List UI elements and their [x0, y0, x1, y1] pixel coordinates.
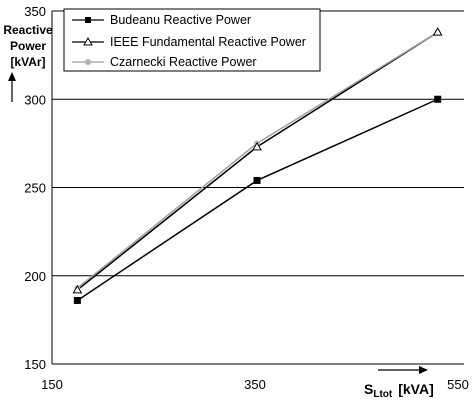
x-axis-label-main: S: [364, 381, 373, 397]
series-lines: [72, 27, 443, 304]
x-tick-labels: 150 350 550: [41, 377, 469, 392]
legend-circle-marker-icon: [85, 59, 91, 65]
x-axis-label-unit: [kVA]: [398, 381, 434, 397]
y-tick-label-150: 150: [24, 357, 46, 372]
x-tick-label-550: 550: [447, 377, 469, 392]
legend-square-marker-icon: [85, 17, 91, 23]
legend-item-budeanu: Budeanu Reactive Power: [72, 13, 251, 27]
legend-item-ieee: IEEE Fundamental Reactive Power: [72, 35, 306, 49]
y-axis-label-line-3: [kVAr]: [10, 55, 45, 69]
series-line-budeanu-reactive-power: [76, 98, 439, 302]
y-tick-label-200: 200: [24, 269, 46, 284]
legend-item-czarnecki: Czarnecki Reactive Power: [72, 55, 257, 69]
y-axis-label-line-2: Power: [10, 39, 46, 53]
legend-label-czarnecki: Czarnecki Reactive Power: [110, 55, 257, 69]
legend-label-ieee: IEEE Fundamental Reactive Power: [110, 35, 306, 49]
data-point-ieee-fundamental-reactive-power-1: [252, 141, 262, 151]
data-point-ieee-fundamental-reactive-power-0: [72, 284, 83, 294]
x-tick-label-150: 150: [41, 377, 63, 392]
y-tick-label-350: 350: [24, 4, 46, 19]
legend-label-budeanu: Budeanu Reactive Power: [110, 13, 251, 27]
x-axis-label-subscript: Ltot: [373, 389, 393, 400]
legend-triangle-marker-icon: [83, 36, 93, 46]
legend-box: [63, 8, 321, 72]
x-axis-label: SLtot [kVA]: [364, 381, 434, 400]
y-tick-label-250: 250: [24, 181, 46, 196]
x-tick-label-350: 350: [244, 377, 266, 392]
data-point-ieee-fundamental-reactive-power-2: [432, 27, 443, 36]
y-tick-labels: 150 200 250 300 350: [24, 4, 46, 372]
x-axis-arrow-icon: [378, 366, 428, 374]
y-axis-label-line-1: Reactive: [3, 23, 53, 37]
y-tick-label-300: 300: [24, 92, 46, 107]
legend: Budeanu Reactive Power IEEE Fundamental …: [63, 8, 321, 72]
data-point-budeanu-reactive-power-2: [434, 95, 442, 103]
y-axis-arrow-icon: [8, 72, 16, 102]
data-point-budeanu-reactive-power-0: [73, 296, 81, 304]
data-point-budeanu-reactive-power-1: [253, 176, 261, 184]
